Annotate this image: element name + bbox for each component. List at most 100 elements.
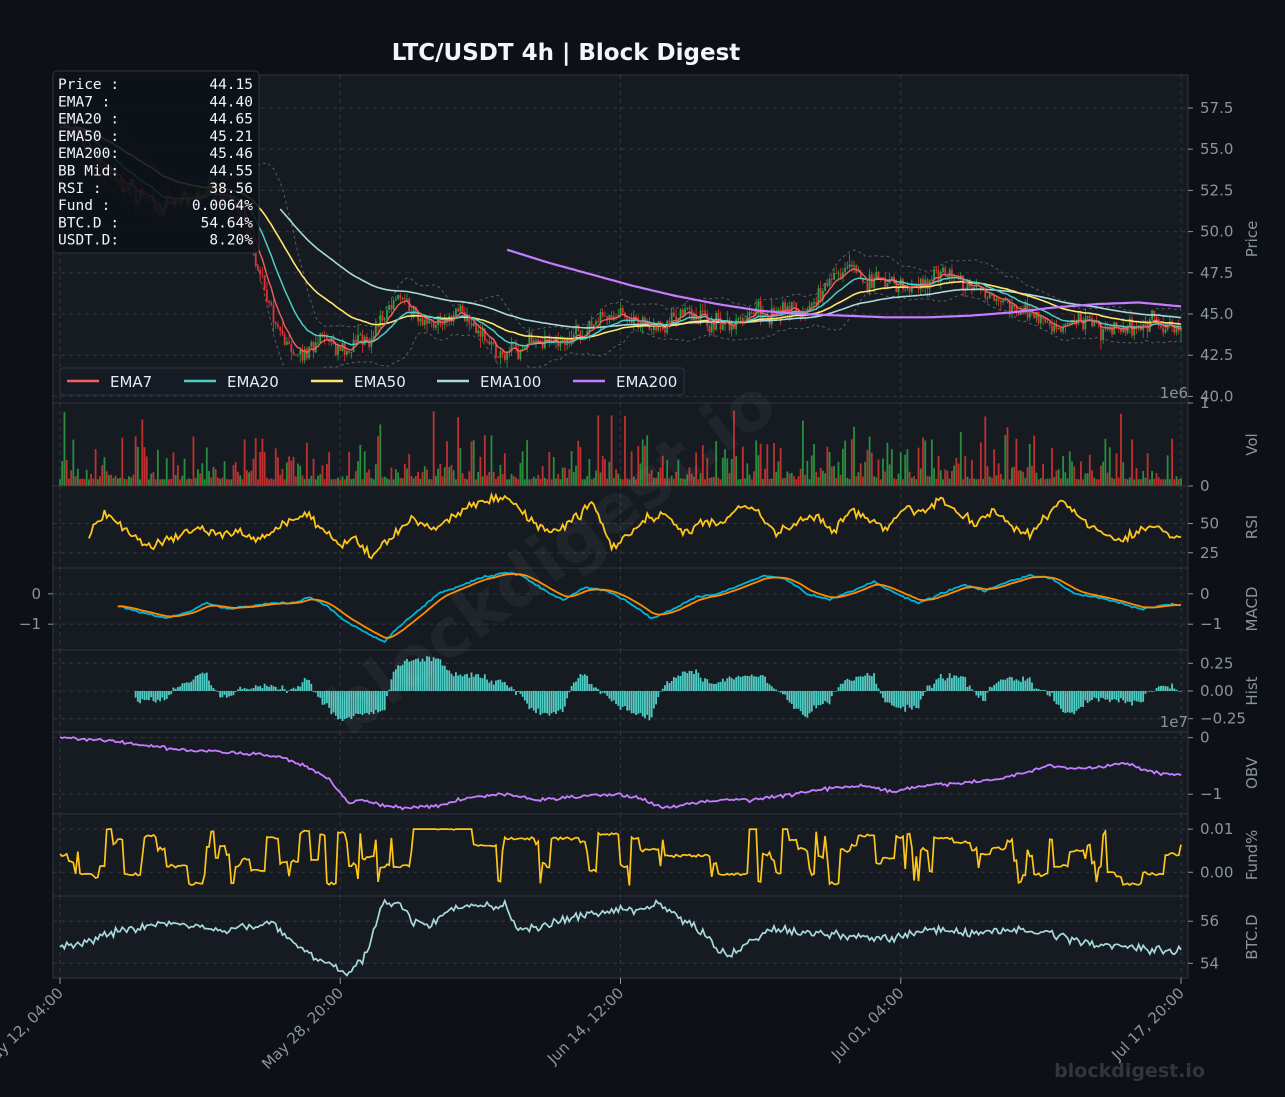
hist-bar bbox=[1164, 686, 1167, 691]
volume-bar bbox=[563, 467, 566, 486]
candle-body bbox=[733, 325, 735, 330]
candle-body bbox=[819, 288, 822, 300]
candle-body bbox=[608, 314, 611, 320]
hist-bar bbox=[606, 691, 609, 696]
hist-bar bbox=[624, 691, 626, 707]
hist-bar bbox=[1017, 680, 1020, 691]
hist-bar bbox=[661, 688, 664, 691]
volume-bar bbox=[499, 464, 502, 486]
volume-bar bbox=[495, 478, 497, 486]
candle-body bbox=[305, 348, 308, 359]
info-label: BTC.D : bbox=[58, 215, 119, 231]
candle-body bbox=[672, 312, 675, 317]
candle-body bbox=[530, 332, 533, 344]
candle-body bbox=[254, 249, 257, 266]
candle-body bbox=[739, 317, 742, 319]
volume-bar bbox=[501, 474, 504, 486]
hist-bar bbox=[655, 691, 657, 705]
volume-bar bbox=[815, 471, 818, 486]
candle-body bbox=[279, 327, 282, 331]
candle-body bbox=[888, 280, 891, 284]
hist-bar bbox=[764, 676, 766, 691]
candle-body bbox=[617, 315, 620, 317]
candle-body bbox=[350, 351, 353, 353]
hist-bar bbox=[601, 691, 604, 693]
volume-bar bbox=[419, 478, 422, 486]
hist-bar bbox=[566, 691, 569, 699]
candle-body bbox=[706, 313, 709, 327]
candle-body bbox=[1126, 326, 1129, 333]
volume-bar bbox=[450, 464, 453, 486]
hist-bar bbox=[363, 691, 366, 714]
volume-bar bbox=[232, 465, 235, 486]
hist-bar bbox=[248, 689, 250, 691]
volume-bar bbox=[641, 439, 644, 486]
hist-bar bbox=[470, 672, 473, 691]
volume-bar bbox=[850, 439, 853, 486]
hist-bar bbox=[305, 679, 308, 691]
hist-bar bbox=[434, 658, 437, 691]
hist-bar bbox=[503, 682, 506, 691]
candle-body bbox=[499, 351, 502, 358]
volume-bar bbox=[610, 415, 613, 486]
volume-bar bbox=[368, 469, 371, 486]
volume-bar bbox=[584, 479, 586, 486]
candle-body bbox=[1019, 310, 1022, 315]
candle-body bbox=[859, 271, 862, 280]
candle-body bbox=[270, 302, 273, 305]
volume-bar bbox=[290, 460, 293, 486]
volume-bar bbox=[497, 476, 500, 486]
info-label: EMA7 : bbox=[58, 94, 110, 110]
candle-body bbox=[1171, 321, 1174, 327]
info-value: 45.21 bbox=[209, 129, 253, 145]
candle-body bbox=[1104, 327, 1107, 330]
hist-bar bbox=[572, 682, 575, 691]
hist-bar bbox=[225, 691, 228, 698]
hist-bar bbox=[962, 676, 964, 691]
hist-bar bbox=[1128, 691, 1131, 702]
hist-bar bbox=[788, 691, 791, 703]
candle-body bbox=[459, 305, 462, 312]
volume-bar bbox=[1051, 448, 1053, 486]
hist-bar bbox=[997, 681, 1000, 691]
hist-bar bbox=[528, 691, 531, 710]
hist-bar bbox=[570, 686, 573, 691]
volume-bar bbox=[281, 468, 284, 486]
volume-bar bbox=[908, 471, 911, 486]
hist-bar bbox=[610, 691, 613, 702]
hist-bar bbox=[991, 687, 993, 691]
candle-body bbox=[257, 265, 259, 271]
hist-bar bbox=[428, 656, 431, 691]
hist-bar bbox=[639, 691, 642, 713]
hist-bar bbox=[1071, 691, 1073, 713]
candle-body bbox=[910, 285, 913, 292]
candle-body bbox=[951, 269, 953, 278]
volume-bar bbox=[577, 440, 580, 486]
legend-label: EMA200 bbox=[616, 373, 677, 391]
volume-bar bbox=[770, 478, 773, 486]
candle-body bbox=[1144, 322, 1147, 325]
hist-bar bbox=[1064, 691, 1067, 714]
hist-bar bbox=[412, 659, 415, 691]
volume-bar bbox=[650, 470, 653, 486]
hist-bar bbox=[197, 674, 199, 691]
hist-y-tick-label: 0.25 bbox=[1200, 654, 1233, 672]
hist-bar bbox=[692, 674, 695, 691]
hist-bar bbox=[368, 691, 371, 715]
hist-bar bbox=[953, 675, 956, 691]
hist-bar bbox=[939, 673, 942, 691]
volume-bar bbox=[628, 479, 631, 486]
candle-body bbox=[361, 334, 364, 345]
volume-bar bbox=[383, 476, 386, 486]
volume-bar bbox=[730, 458, 733, 486]
hist-bar bbox=[888, 691, 891, 703]
volume-bar bbox=[879, 479, 882, 486]
hist-bar bbox=[1011, 677, 1013, 691]
candle-body bbox=[713, 322, 715, 330]
volume-bar bbox=[1162, 479, 1165, 486]
candle-body bbox=[730, 325, 733, 331]
candle-body bbox=[808, 305, 811, 310]
volume-bar bbox=[1037, 479, 1040, 486]
candle-body bbox=[588, 321, 591, 332]
hist-bar bbox=[1086, 691, 1089, 704]
